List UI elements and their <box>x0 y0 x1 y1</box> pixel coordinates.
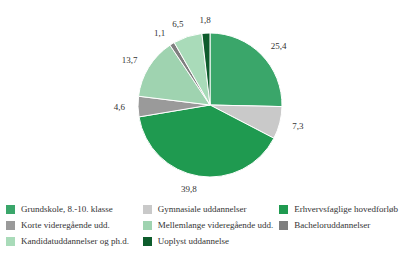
svg-text:4,6: 4,6 <box>114 102 126 112</box>
svg-text:13,7: 13,7 <box>122 55 138 65</box>
html-text:Mellemlange videregående udd.: Mellemlange videregående udd. <box>157 220 274 230</box>
svg-text:7,3: 7,3 <box>292 121 304 131</box>
html-text:Korte videregående udd.: Korte videregående udd. <box>21 220 110 230</box>
html-text:Uoplyst uddannelse: Uoplyst uddannelse <box>157 236 229 246</box>
html-text:Kandidatuddannelser og ph.d.: Kandidatuddannelser og ph.d. <box>21 236 129 246</box>
html-text:Bacheloruddannelser: Bacheloruddannelser <box>294 220 371 230</box>
svg-text:25,4: 25,4 <box>271 41 287 51</box>
svg-text:1,8: 1,8 <box>200 15 212 25</box>
svg-text:1,1: 1,1 <box>154 28 165 38</box>
html-text:Erhvervsfaglige hovedforløb: Erhvervsfaglige hovedforløb <box>294 204 398 214</box>
svg-text:39,8: 39,8 <box>181 184 197 194</box>
html-text:Gymnasiale uddannelser: Gymnasiale uddannelser <box>157 204 247 214</box>
svg-text:6,5: 6,5 <box>172 19 184 29</box>
html-text:Grundskole, 8.-10. klasse: Grundskole, 8.-10. klasse <box>21 204 113 214</box>
